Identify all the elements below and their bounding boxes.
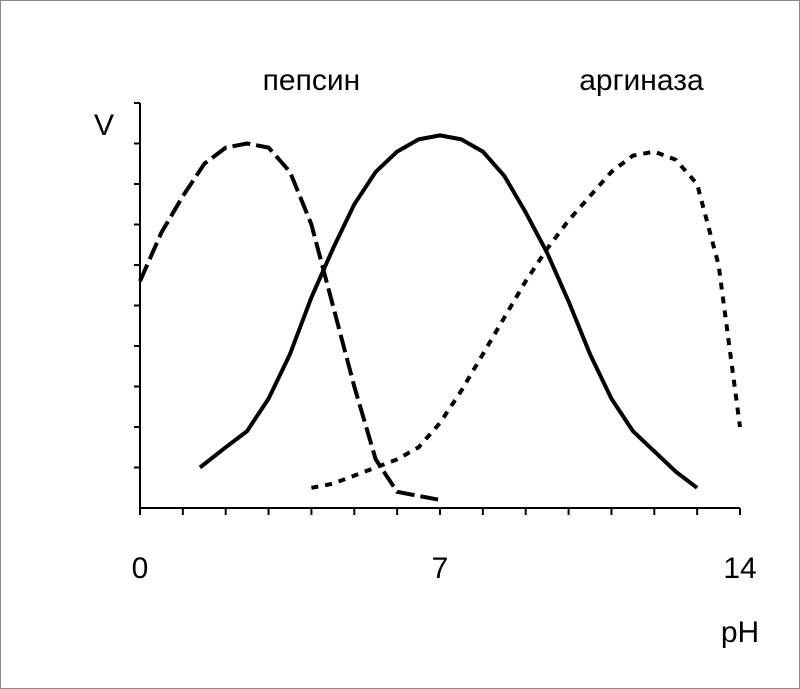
annotation-1: аргиназа — [579, 64, 704, 97]
y-axis-label: V — [94, 109, 114, 142]
series-line-1 — [198, 133, 699, 490]
x-tick-label-0: 0 — [132, 552, 149, 585]
x-tick-label-1: 7 — [432, 552, 449, 585]
x-tick-label-2: 14 — [723, 552, 756, 585]
series-line-2 — [311, 149, 742, 490]
annotation-0: пепсин — [263, 64, 361, 97]
series-line-0 — [138, 141, 441, 502]
x-axis-label: pH — [721, 616, 759, 649]
